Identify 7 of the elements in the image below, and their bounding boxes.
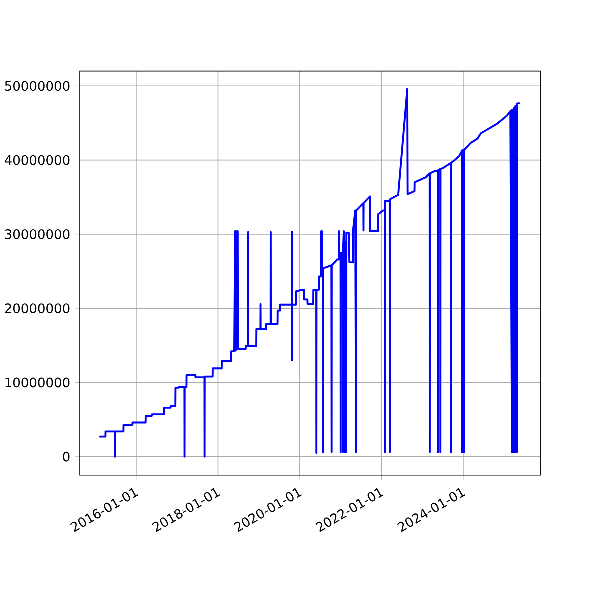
y-tick-label: 40000000	[4, 155, 70, 166]
line-series	[98, 88, 521, 458]
y-tick-label: 50000000	[5, 81, 70, 91]
y-tick-label: 30000000	[5, 229, 70, 240]
y-tick-label: 10000000	[6, 378, 70, 388]
y-tick-label: 20000000	[5, 304, 70, 314]
y-tick-label: 0	[63, 452, 70, 462]
